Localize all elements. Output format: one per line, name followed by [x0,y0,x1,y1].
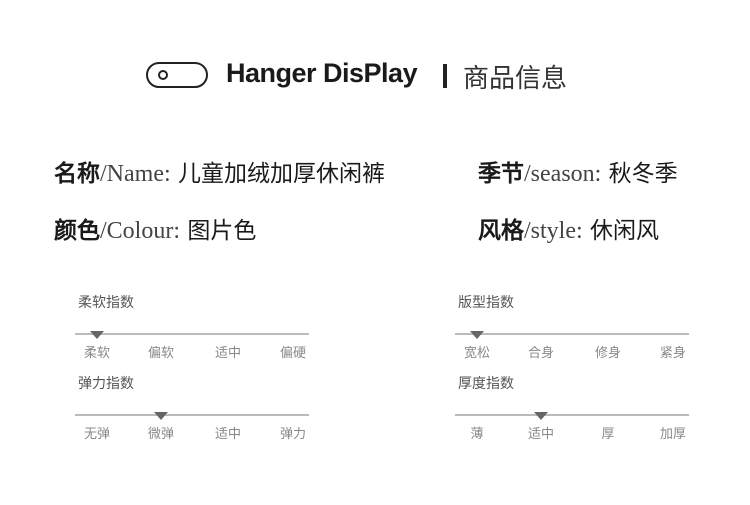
scale-line [75,414,309,416]
divider [443,64,447,88]
scale-label: 适中 [527,427,555,442]
scale-title: 弹力指数 [78,376,134,392]
scale-label: 适中 [214,427,242,442]
scale-line [455,414,689,416]
thickness-scale: 厚度指数薄 适中 厚 加厚 [455,373,689,453]
info-name: 名称/Name: 儿童加绒加厚休闲裤 [54,161,385,187]
scale-label: 厚 [601,427,615,442]
scale-title: 柔软指数 [78,295,134,311]
page-title: 商品信息 [463,64,568,94]
scale-label: 微弹 [147,427,175,442]
scale-label: 紧身 [659,346,687,361]
toggle-pill-icon [146,62,208,88]
scale-label: 偏软 [147,346,175,361]
info-season: 季节/season: 秋冬季 [478,161,678,187]
scale-label: 宽松 [463,346,491,361]
brand-name: Hanger DisPlay [226,58,418,88]
scale-title: 版型指数 [458,295,514,311]
scale-marker-icon [154,412,168,420]
scale-line [455,333,689,335]
header: Hanger DisPlay 商品信息 [0,56,750,96]
scale-marker-icon [90,331,104,339]
scale-label: 无弹 [83,427,111,442]
softness-scale: 柔软指数柔软 偏软 适中 偏硬 [75,292,309,372]
scale-label: 薄 [470,427,484,442]
scale-label: 柔软 [83,346,111,361]
fit-scale: 版型指数宽松 合身 修身 紧身 [455,292,689,372]
info-colour: 颜色/Colour: 图片色 [54,218,257,244]
scale-title: 厚度指数 [458,376,514,392]
scale-label: 加厚 [659,427,687,442]
scale-marker-icon [534,412,548,420]
scale-label: 修身 [594,346,622,361]
elasticity-scale: 弹力指数无弹 微弹 适中 弹力 [75,373,309,453]
scale-label: 适中 [214,346,242,361]
scale-marker-icon [470,331,484,339]
scale-label: 合身 [527,346,555,361]
scale-line [75,333,309,335]
scale-label: 弹力 [279,427,307,442]
info-style: 风格/style: 休闲风 [478,218,659,244]
scale-label: 偏硬 [279,346,307,361]
